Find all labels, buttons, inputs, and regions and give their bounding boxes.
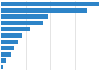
Bar	[1, 8, 87, 13]
Bar	[1, 46, 14, 50]
Bar	[1, 2, 99, 6]
Bar	[1, 40, 18, 44]
Bar	[1, 27, 30, 31]
Bar	[1, 65, 3, 69]
Bar	[1, 58, 6, 63]
Bar	[1, 52, 11, 57]
Bar	[1, 14, 48, 19]
Bar	[1, 21, 43, 25]
Bar	[1, 33, 22, 38]
